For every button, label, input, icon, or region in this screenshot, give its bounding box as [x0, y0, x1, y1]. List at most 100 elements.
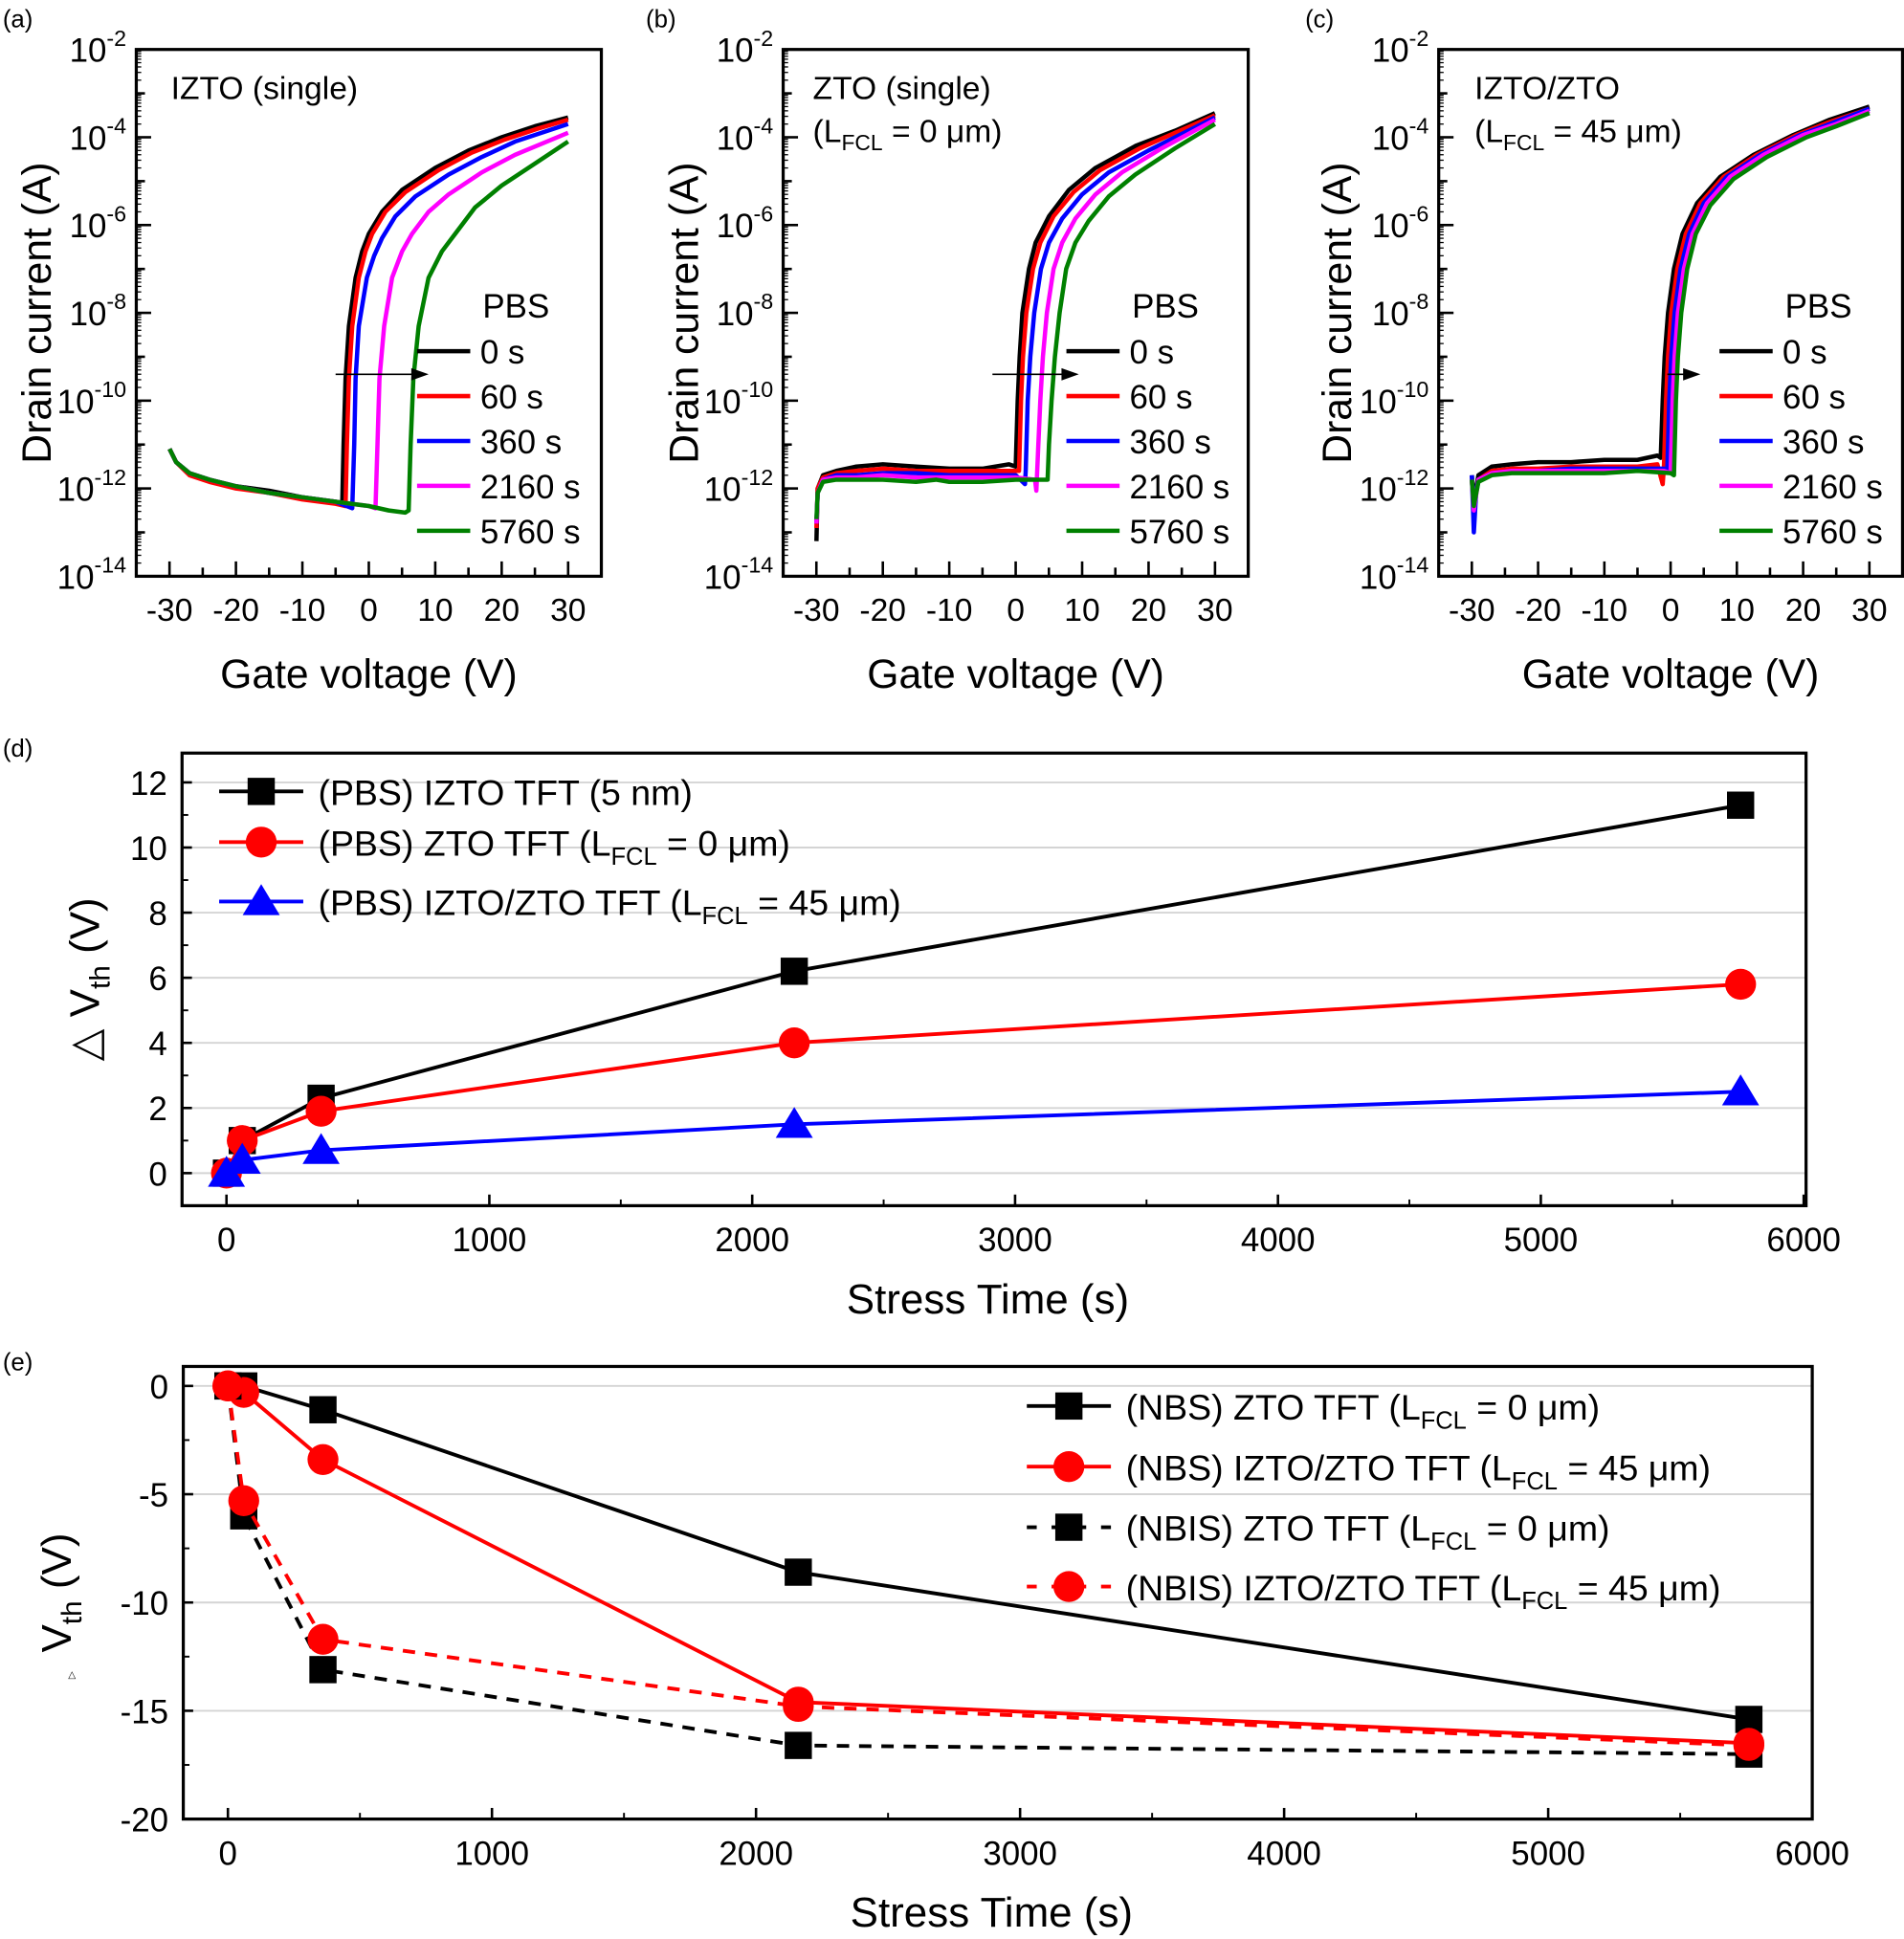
legend-label: 60 s [1130, 379, 1193, 416]
x-tick-label: 6000 [1766, 1222, 1841, 1259]
series-2 [208, 1074, 1760, 1187]
panel-label: (e) [3, 1349, 33, 1376]
series-line [226, 1385, 1749, 1748]
legend-item: 2160 s [416, 469, 581, 506]
y-tick-label: -5 [139, 1477, 168, 1514]
legend-item: (NBS) ZTO TFT (LFCL = 0 μm) [1027, 1387, 1600, 1434]
square-marker [309, 1396, 337, 1423]
triangle-marker [302, 1133, 341, 1164]
y-tick-label: 10-4 [70, 114, 127, 158]
x-tick-label: 0 [1007, 593, 1025, 628]
x-tick-label: -10 [1582, 593, 1628, 628]
x-tick-label: 4000 [1247, 1835, 1321, 1872]
x-tick-label: 20 [1785, 593, 1821, 628]
tick-base: 10 [57, 384, 95, 421]
text-main: IZTO (single) [171, 71, 358, 106]
x-tick-label: 5000 [1511, 1835, 1585, 1872]
legend-label: (NBS) IZTO/ZTO TFT (LFCL = 45 μm) [1126, 1447, 1711, 1494]
legend-item: 60 s [1066, 379, 1193, 416]
legend-label: 0 s [1130, 334, 1175, 371]
text-main: (PBS) IZTO TFT (5 nm) [318, 773, 692, 813]
panel-label: (a) [3, 6, 33, 33]
y-tick-label: 8 [148, 895, 166, 933]
legend-item: (NBS) IZTO/ZTO TFT (LFCL = 45 μm) [1027, 1447, 1711, 1495]
x-axis-title: Gate voltage (V) [1522, 651, 1820, 697]
legend-label: 360 s [480, 424, 562, 461]
tick-exponent: -6 [106, 201, 126, 226]
arrow-head-icon [1683, 367, 1701, 381]
x-tick-label: 20 [1131, 593, 1166, 628]
tick-exponent: -12 [742, 465, 774, 490]
series-line [226, 1385, 1749, 1756]
x-tick-label: 3000 [983, 1835, 1057, 1872]
x-tick-label: 3000 [978, 1222, 1052, 1259]
x-tick-label: -20 [212, 593, 259, 628]
y-tick-label: 10-2 [1372, 26, 1428, 70]
legend-label: 2160 s [1130, 469, 1230, 506]
text-subscript: th [85, 965, 117, 989]
y-tick-label: 2 [148, 1091, 166, 1128]
legend-item: 0 s [1719, 334, 1827, 371]
x-tick-label: 20 [484, 593, 520, 628]
text-main: IZTO/ZTO [1474, 71, 1620, 106]
circle-marker [1053, 1571, 1085, 1602]
y-tick-label: 10-12 [57, 465, 126, 509]
legend-item: 5760 s [416, 514, 581, 551]
plot-frame [1437, 48, 1904, 579]
text-main-rest: = 45 μm) [1544, 115, 1682, 150]
tick-exponent: -10 [94, 377, 126, 402]
tick-base: 10 [1372, 296, 1409, 333]
tick-exponent: -10 [742, 377, 774, 402]
tick-base: 10 [57, 559, 95, 596]
legend-item: (NBIS) ZTO TFT (LFCL = 0 μm) [1027, 1509, 1610, 1555]
panel-label: (b) [646, 6, 676, 33]
stress-panel-e: (e) 0 -5 -10 -15 -20 0 1000 2000 3000 4000 5000 6000… [3, 1349, 1849, 1936]
text-subscript: FCL [1430, 1529, 1476, 1555]
x-axis-title: Stress Time (s) [851, 1889, 1133, 1936]
square-marker [785, 1558, 812, 1586]
legend-item: (PBS) IZTO TFT (5 nm) [219, 773, 693, 813]
circle-marker [307, 1443, 339, 1475]
legend-item: 2160 s [1066, 469, 1230, 506]
panel-annotation: IZTO/ZTO [1474, 71, 1620, 106]
y-tick-label: 0 [150, 1369, 168, 1406]
text-subscript: FCL [1421, 1407, 1467, 1434]
y-axis-title: Drain current (A) [14, 162, 60, 463]
x-tick-label: 30 [1197, 593, 1232, 628]
legend-label: (NBIS) ZTO TFT (LFCL = 0 μm) [1126, 1509, 1610, 1555]
y-tick-label: -10 [121, 1585, 168, 1622]
circle-marker [778, 1027, 810, 1059]
circle-marker [305, 1095, 337, 1127]
text-main-rest: = 45 μm) [1567, 1568, 1720, 1608]
legend-item: 60 s [1719, 379, 1846, 416]
series-2 [213, 1372, 1763, 1768]
legend-item: 360 s [416, 424, 562, 461]
tick-base: 10 [1360, 559, 1397, 596]
y-tick-label: 10-10 [57, 377, 126, 421]
legend-item: (PBS) ZTO TFT (LFCL = 0 μm) [219, 824, 790, 870]
x-tick-label: 5000 [1504, 1222, 1579, 1259]
x-tick-label: 0 [1662, 593, 1680, 628]
y-tick-label: 10-12 [1360, 465, 1428, 509]
y-axis-title: Drain current (A) [661, 162, 707, 463]
series-3 [212, 1370, 1765, 1761]
curve-5760s [167, 140, 569, 516]
plot-frame [181, 1364, 1814, 1821]
tick-exponent: -8 [106, 289, 126, 314]
tick-base: 10 [704, 559, 742, 596]
x-tick-label: -10 [926, 593, 973, 628]
tick-base: 10 [70, 208, 107, 245]
tick-base: 10 [57, 472, 95, 509]
text-subscript: FCL [1521, 1588, 1567, 1615]
x-tick-label: 1000 [453, 1222, 527, 1259]
series-line [225, 1090, 1741, 1175]
tick-exponent: -4 [754, 114, 774, 139]
x-tick-label: -30 [1449, 593, 1495, 628]
text-main-rest: = 0 μm) [1476, 1509, 1609, 1549]
square-marker [309, 1656, 337, 1684]
legend-label: 60 s [1782, 379, 1846, 416]
tick-exponent: -4 [106, 114, 126, 139]
x-tick-label: 30 [1851, 593, 1887, 628]
y-tick-label: 10-6 [70, 201, 126, 245]
